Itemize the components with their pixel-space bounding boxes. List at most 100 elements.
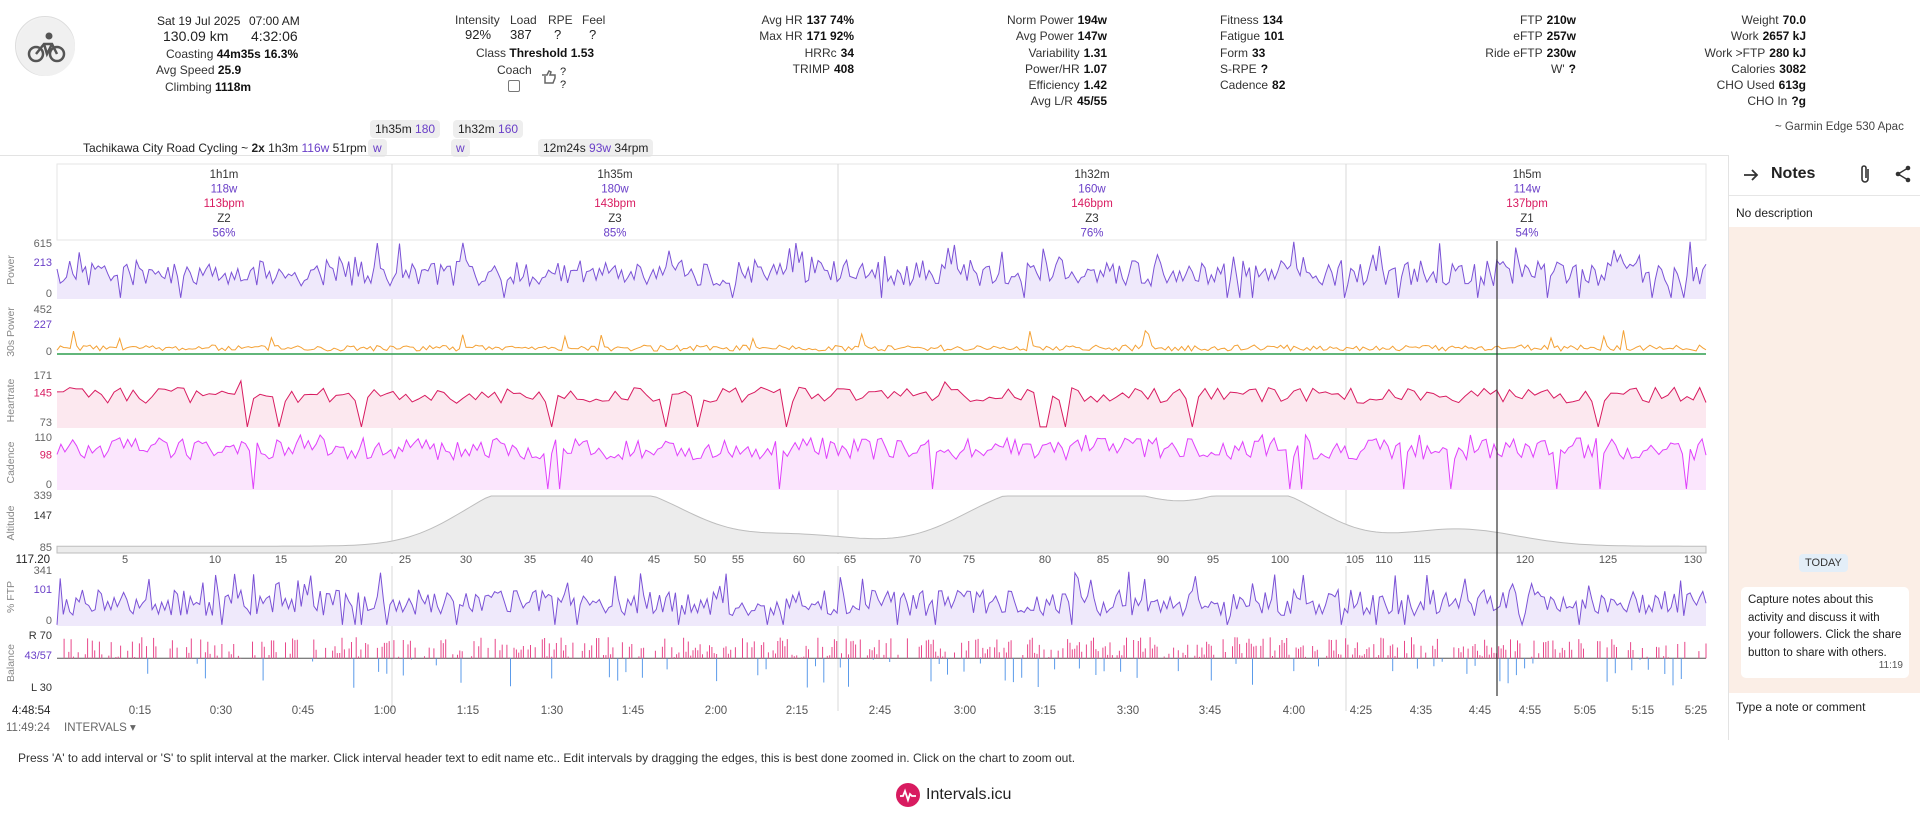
ftp-series-fill (57, 571, 1706, 626)
segment-label: 113bpm (204, 198, 245, 210)
distance-tick: 90 (1157, 554, 1169, 566)
share-icon[interactable] (1894, 165, 1912, 183)
note-input[interactable]: Type a note or comment (1736, 700, 1866, 714)
fitness-stats: Fitness 134 Fatigue 101 Form 33 S-RPE? Cadence 8… (1220, 12, 1328, 93)
distance-tick: 35 (524, 554, 536, 566)
reps-value: 2x (251, 141, 265, 155)
track-name: % FTP (5, 581, 17, 613)
stat-label: W' (1551, 61, 1565, 76)
brand-name[interactable]: Intervals.icu (926, 786, 1012, 803)
stat-value: 280 kJ (1769, 45, 1806, 60)
track-tick: 73 (40, 417, 52, 429)
stat-label: Efficiency (1028, 78, 1080, 93)
power-series-fill (57, 241, 1706, 299)
distance-tick: 10 (209, 554, 221, 566)
track-tick: 0 (46, 479, 52, 491)
stat-value: 70.0 (1782, 13, 1806, 27)
cycling-icon (17, 18, 75, 76)
interval-pill-2[interactable]: 1h32m 160 (453, 120, 524, 138)
cursor-clock: 11:49:24 (6, 722, 51, 734)
activity-chart[interactable]: 1h1m 118w 113bpm Z2 56% 1h35m 180w 143bpm Z3 85% 1… (0, 155, 1728, 735)
stat-value: 137 74% (806, 13, 854, 27)
thumbs-icon[interactable] (540, 70, 558, 84)
stat-value: 82 (1272, 78, 1286, 93)
rpe-label[interactable]: RPE (548, 13, 573, 27)
interval-pill-3[interactable]: 12m24s 93w 34rpm (538, 139, 654, 157)
segment-label: 180w (601, 184, 629, 196)
segment-label: 1h35m (597, 169, 632, 181)
stat-value: 101 (1264, 29, 1285, 44)
q1-value: ? (560, 66, 567, 78)
stat-value: 210w (1546, 13, 1576, 27)
notes-panel: Notes No description TODAY Capture notes… (1728, 155, 1920, 740)
feel-label[interactable]: Feel (582, 13, 606, 27)
time-tick: 2:45 (869, 705, 891, 717)
stat-row: Efficiency 1.42 (940, 77, 1108, 93)
track-name: Balance (5, 644, 17, 682)
stat-row: Avg L/R 45/55 (940, 93, 1108, 109)
balance-right (63, 637, 1707, 659)
power30-line (56, 329, 1707, 352)
notes-description: No description (1736, 206, 1813, 220)
stat-value: 1.42 (1083, 78, 1107, 93)
track-tick: 0 (46, 615, 52, 627)
cadence-series-line (56, 433, 1707, 489)
today-badge: TODAY (1799, 554, 1848, 572)
track-tick: R 70 (29, 630, 52, 642)
class-label: Class (476, 46, 507, 60)
stat-row: Power/HR 1.07 (940, 61, 1107, 77)
stat-value: 408 (833, 61, 854, 76)
feel-value[interactable]: ? (589, 27, 597, 42)
activity-chart-svg[interactable]: 1h1m 118w 113bpm Z2 56% 1h35m 180w 143bpm Z3 85% 1… (0, 156, 1728, 736)
time-tick: 3:15 (1034, 705, 1056, 717)
track-tick: 98 (40, 450, 52, 462)
time-tick: 0:30 (210, 705, 232, 717)
interval-pill-1w[interactable]: w (368, 139, 387, 157)
rpe-value[interactable]: ? (554, 27, 562, 42)
time-tick: 0:45 (292, 705, 314, 717)
interval-pill-2w[interactable]: w (451, 139, 470, 157)
coach-checkbox[interactable] (508, 80, 520, 92)
time-tick: 4:45 (1469, 705, 1491, 717)
stat-label: Avg L/R (1030, 94, 1073, 109)
hr-series-line (56, 379, 1707, 428)
stat-value: ? (1568, 61, 1576, 76)
distance-tick: 60 (793, 554, 805, 566)
stat-label: Form (1220, 45, 1248, 60)
time-tick: 4:35 (1410, 705, 1432, 717)
track-tick: 452 (34, 304, 52, 316)
attachment-icon[interactable] (1857, 163, 1873, 185)
notes-bubble: Capture notes about this activity and di… (1741, 587, 1909, 678)
interval-pill-1[interactable]: 1h35m 180 (370, 120, 441, 138)
cadence-series-fill (57, 435, 1706, 490)
stat-row: Weight 70.0 (1700, 12, 1807, 28)
track-tick: 341 (34, 565, 52, 577)
time-tick: 3:30 (1117, 705, 1139, 717)
segment-label: 137bpm (1506, 198, 1548, 210)
track-tick: 0 (46, 346, 52, 358)
stat-value: 257w (1546, 29, 1576, 44)
stat-row: Work 2657 kJ (1700, 28, 1806, 44)
distance-tick: 120 (1516, 554, 1534, 566)
activity-name[interactable]: Tachikawa City Road Cycling (83, 141, 238, 155)
distance-tick: 5 (122, 554, 128, 566)
segment-label: Z2 (217, 213, 230, 225)
stat-row: eFTP 257w (1460, 28, 1576, 44)
stat-label: CHO Used (1716, 78, 1775, 93)
pill2-w: w (456, 141, 465, 155)
intervals-dropdown[interactable]: INTERVALS ▾ (64, 722, 136, 734)
stat-label: Cadence (1220, 78, 1269, 93)
time-tick: 2:00 (705, 705, 727, 717)
distance-tick: 45 (648, 554, 660, 566)
distance-tick: 40 (581, 554, 593, 566)
notes-bubble-time: 11:19 (1878, 660, 1903, 672)
stat-label: Max HR (759, 29, 803, 44)
stat-label: Weight (1741, 13, 1779, 27)
arrow-right-icon[interactable] (1741, 165, 1761, 185)
distance-tick: 65 (844, 554, 856, 566)
power-stats: Norm Power 194w Avg Power 147w Variability 1.… (940, 12, 1107, 110)
ftp-stats: FTP 210w eFTP 257w Ride eFTP 230w W'? (1460, 12, 1576, 77)
segment-label: 146bpm (1071, 198, 1113, 210)
stat-label: Fitness (1220, 13, 1259, 27)
